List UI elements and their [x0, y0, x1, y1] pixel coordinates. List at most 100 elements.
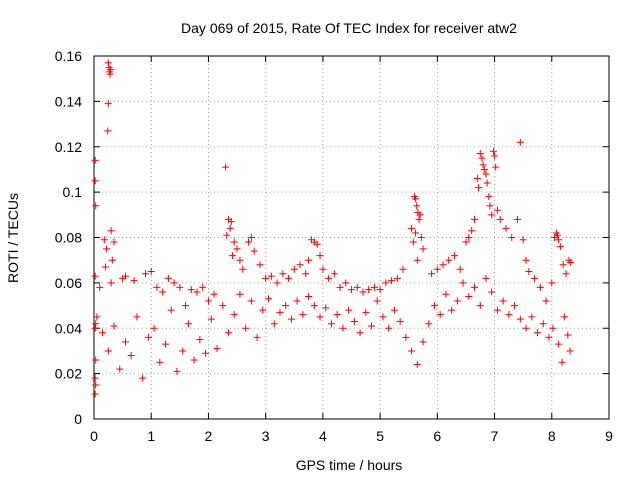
data-point [562, 270, 570, 278]
data-point [342, 279, 350, 287]
data-point [566, 347, 574, 355]
data-point [101, 263, 109, 271]
data-point [107, 66, 115, 74]
data-point [390, 306, 398, 314]
data-point [516, 315, 524, 323]
y-tick-label: 0.16 [55, 48, 82, 64]
data-point [190, 356, 198, 364]
data-point [465, 234, 473, 241]
data-point [223, 231, 231, 239]
x-tick-label: 4 [319, 428, 327, 444]
data-point [262, 274, 270, 282]
data-point [127, 351, 135, 359]
data-point [513, 215, 521, 223]
data-point [227, 218, 235, 226]
data-point [228, 252, 236, 260]
y-tick-label: 0.02 [55, 366, 82, 382]
data-point [92, 202, 100, 210]
data-point [345, 306, 353, 314]
data-point [233, 245, 241, 253]
data-point [222, 163, 230, 171]
data-point [556, 243, 564, 251]
y-tick-label: 0.04 [55, 320, 82, 336]
data-point [413, 361, 421, 369]
data-point [156, 358, 164, 366]
data-point [187, 286, 195, 294]
data-point [408, 224, 416, 232]
data-point [333, 311, 341, 319]
data-point [399, 265, 407, 273]
data-point [368, 322, 376, 330]
data-point [480, 165, 488, 173]
data-point [339, 324, 347, 332]
data-point [430, 302, 438, 310]
data-point [167, 306, 175, 314]
data-point [511, 302, 519, 310]
data-point [528, 313, 536, 321]
x-tick-label: 7 [491, 428, 499, 444]
data-point [356, 329, 364, 337]
data-point [299, 311, 307, 319]
y-tick-label: 0.14 [55, 93, 82, 109]
x-tick-label: 1 [147, 428, 155, 444]
data-point [388, 277, 396, 285]
x-tick-labels: 0 1 2 3 4 5 6 7 8 9 [90, 428, 613, 444]
data-point [555, 340, 563, 348]
data-point [121, 272, 129, 280]
data-point [499, 297, 507, 305]
data-point [413, 256, 421, 264]
data-point [416, 211, 424, 219]
data-point [250, 247, 258, 255]
data-point [485, 193, 493, 201]
data-point [193, 288, 201, 296]
data-point [419, 338, 427, 346]
data-point [519, 236, 527, 244]
data-point [219, 302, 227, 310]
data-point [475, 184, 483, 192]
data-point [91, 156, 99, 164]
data-point [99, 329, 107, 337]
data-point [483, 179, 491, 187]
data-point [482, 170, 490, 178]
data-point [256, 261, 264, 269]
data-point [496, 215, 504, 223]
data-point [287, 315, 295, 323]
data-point [204, 297, 212, 305]
data-point [182, 302, 190, 310]
data-point [412, 229, 420, 237]
y-tick-label: 0.1 [63, 184, 83, 200]
grid [94, 56, 609, 419]
y-tick-label: 0.06 [55, 275, 82, 291]
data-point [144, 333, 152, 341]
data-point [236, 290, 244, 298]
data-point [91, 374, 99, 382]
x-tick-label: 6 [433, 428, 441, 444]
data-point [417, 234, 425, 241]
data-point [471, 215, 479, 223]
data-point [433, 265, 441, 273]
data-point [107, 227, 115, 235]
data-point [385, 324, 393, 332]
x-tick-label: 5 [376, 428, 384, 444]
data-point [491, 152, 499, 160]
data-point [525, 268, 533, 276]
data-point [382, 279, 390, 287]
data-point [173, 367, 181, 375]
data-point [184, 320, 192, 328]
data-point [362, 308, 370, 316]
data-point [468, 227, 476, 235]
data-point [230, 311, 238, 319]
data-point [365, 286, 373, 294]
data-point [247, 234, 255, 241]
data-point [305, 256, 313, 264]
data-point [150, 324, 158, 332]
data-point [316, 252, 324, 260]
data-point [445, 256, 453, 264]
y-axis-label: ROTI / TECUs [5, 193, 21, 283]
x-tick-label: 9 [605, 428, 613, 444]
data-point [290, 265, 298, 273]
data-point [273, 279, 281, 287]
data-point [147, 268, 155, 276]
data-point [130, 277, 138, 285]
